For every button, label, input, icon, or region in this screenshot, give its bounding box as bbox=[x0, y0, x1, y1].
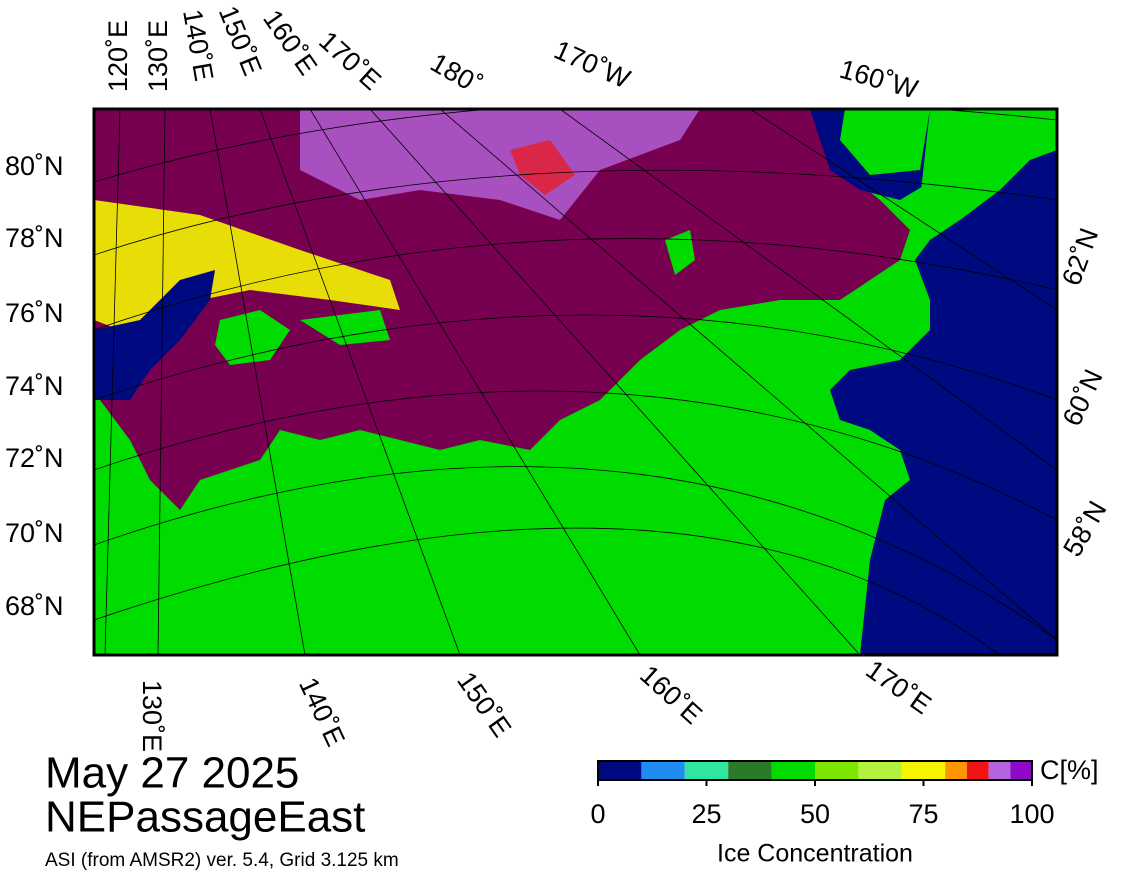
colorbar-segment bbox=[901, 761, 946, 780]
latitude-label: 60˚N bbox=[1057, 365, 1109, 431]
longitude-label: 160˚E bbox=[257, 4, 323, 80]
longitude-label: 160˚E bbox=[634, 659, 708, 730]
longitude-label: 170˚W bbox=[550, 35, 635, 95]
open-water bbox=[810, 109, 1057, 655]
region: NEPassageEast bbox=[45, 793, 365, 842]
colorbar-tick-label: 25 bbox=[691, 799, 721, 829]
latitude-label: 72˚N bbox=[5, 443, 64, 473]
colorbar-segment bbox=[966, 761, 989, 780]
longitude-label: 150˚E bbox=[451, 666, 517, 742]
colorbar-segment bbox=[728, 761, 772, 780]
longitude-label: 140˚E bbox=[293, 673, 351, 751]
source: ASI (from AMSR2) ver. 5.4, Grid 3.125 km bbox=[45, 850, 399, 871]
longitude-label: 170˚E bbox=[860, 654, 936, 720]
latitude-label: 80˚N bbox=[5, 151, 64, 181]
colorbar-segment bbox=[988, 761, 1011, 780]
date: May 27 2025 bbox=[45, 749, 299, 798]
colorbar-segment bbox=[858, 761, 902, 780]
land bbox=[300, 310, 390, 345]
graticule bbox=[94, 109, 1057, 655]
colorbar-segment bbox=[1010, 761, 1032, 780]
longitude-label: 150˚E bbox=[213, 2, 268, 80]
colorbar-segment bbox=[945, 761, 967, 780]
latitude-label: 62˚N bbox=[1056, 224, 1104, 289]
longitude-label: 170˚E bbox=[313, 25, 387, 96]
latitude-label: 76˚N bbox=[5, 298, 64, 328]
colorbar-tick-label: 100 bbox=[1009, 799, 1054, 829]
colorbar-segment bbox=[598, 761, 642, 780]
colorbar-segment bbox=[771, 761, 815, 780]
legend-title: Ice Concentration bbox=[717, 840, 913, 868]
land bbox=[920, 109, 1057, 230]
longitude-label: 130˚E bbox=[137, 680, 167, 752]
sea-ice bbox=[94, 109, 910, 510]
colorbar-segment bbox=[641, 761, 685, 780]
map-frame bbox=[92, 107, 1059, 657]
land bbox=[665, 230, 695, 275]
latitude-label: 58˚N bbox=[1057, 496, 1112, 562]
latitude-label: 74˚N bbox=[5, 371, 64, 401]
latitude-label: 70˚N bbox=[5, 518, 64, 548]
legend-unit: C[%] bbox=[1040, 755, 1099, 785]
colorbar-tick-label: 75 bbox=[908, 799, 938, 829]
longitude-label: 180˚ bbox=[425, 47, 487, 100]
map-area bbox=[94, 109, 1057, 655]
ice-red bbox=[510, 140, 575, 195]
open-water bbox=[94, 270, 215, 400]
colorbar-tick-label: 0 bbox=[590, 799, 605, 829]
longitude-label: 140˚E bbox=[177, 7, 219, 83]
longitude-label: 160˚W bbox=[836, 54, 921, 105]
colorbar-segment bbox=[815, 761, 859, 780]
latitude-label: 68˚N bbox=[5, 591, 64, 621]
longitude-label: 130˚E bbox=[143, 20, 173, 92]
ice-edge bbox=[300, 109, 700, 220]
latitude-label: 78˚N bbox=[5, 223, 64, 253]
colorbar-segment bbox=[684, 761, 729, 780]
longitude-label: 120˚E bbox=[103, 20, 133, 92]
land bbox=[215, 310, 290, 365]
colorbar-tick-label: 50 bbox=[800, 799, 830, 829]
